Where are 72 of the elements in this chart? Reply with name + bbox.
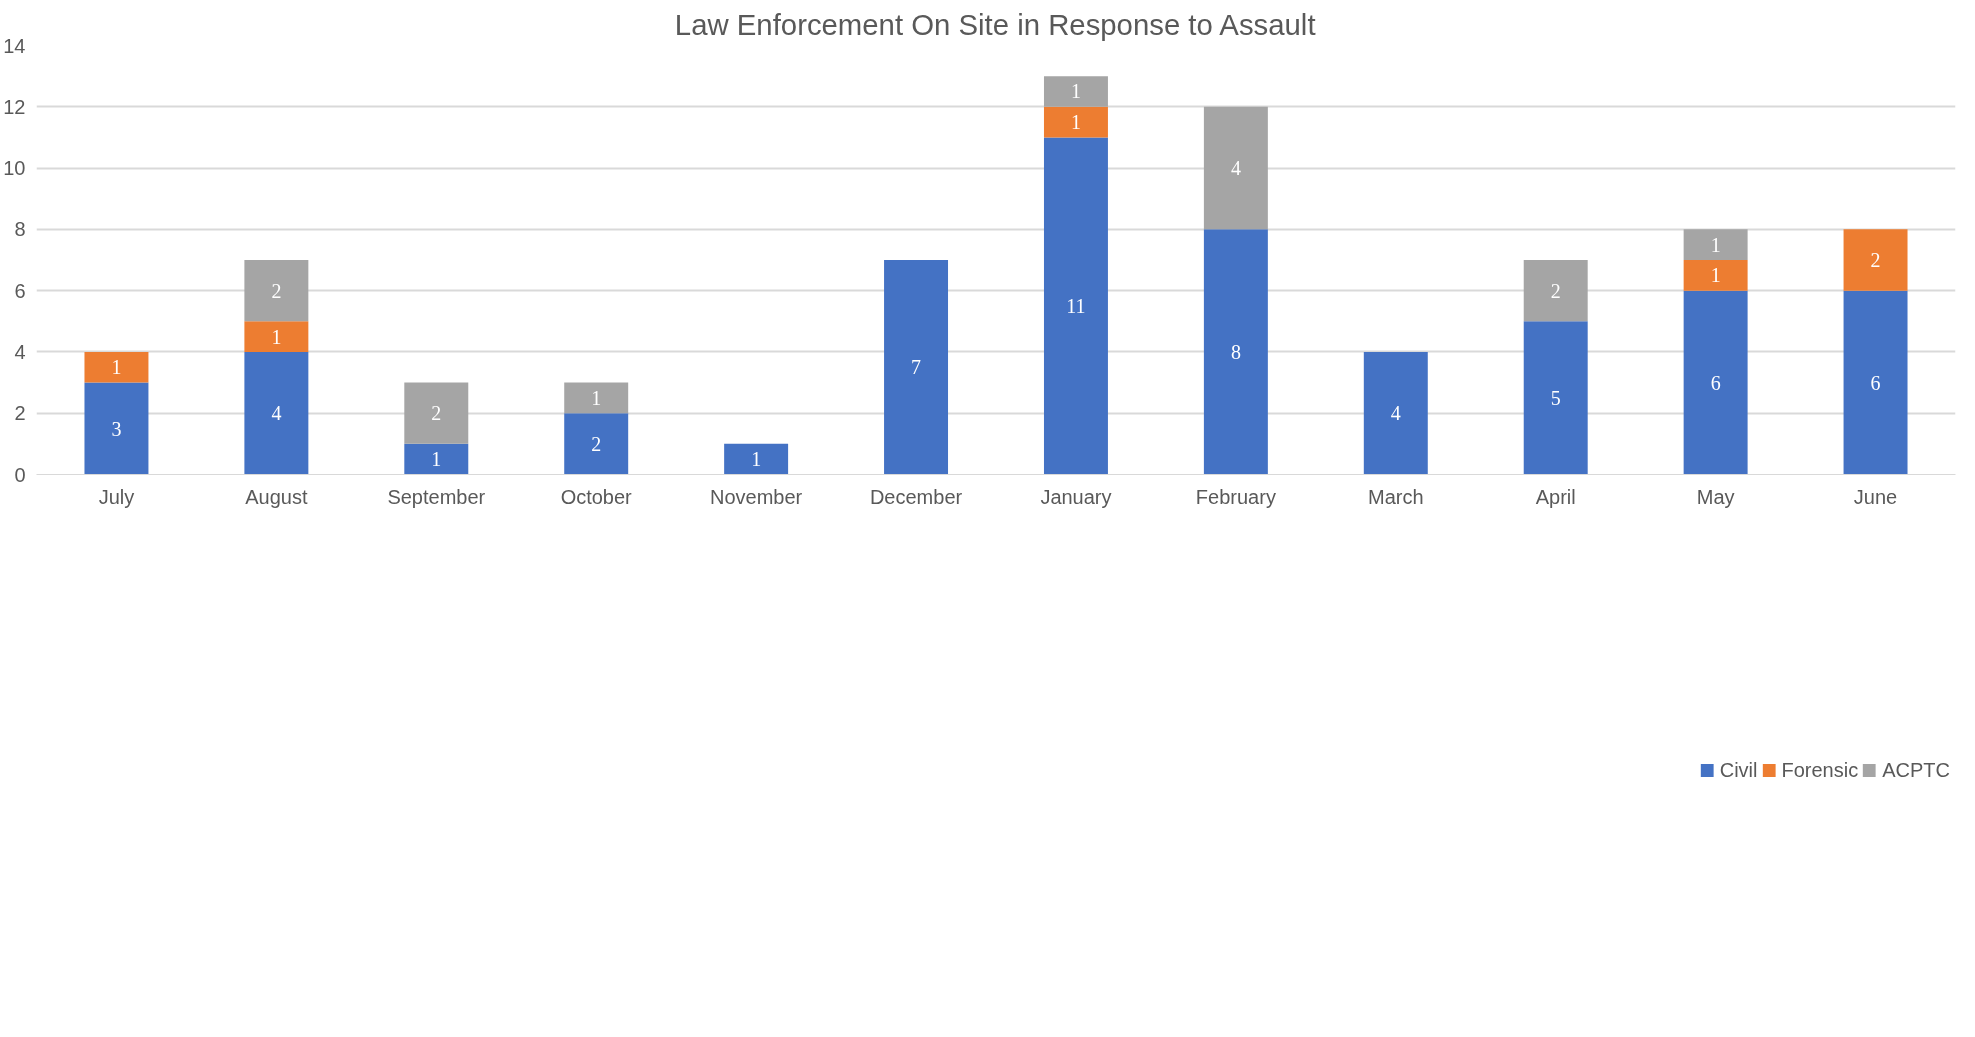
bar: [1843, 290, 1908, 475]
x-tick-label: October: [560, 485, 633, 508]
legend-label: Forensic: [1781, 758, 1859, 782]
bar: [724, 443, 789, 475]
data-label: 6: [1870, 371, 1881, 394]
x-tick-label: December: [869, 485, 963, 508]
x-tick-label: March: [1368, 485, 1424, 508]
y-tick-label: 8: [14, 218, 26, 241]
data-label: 4: [1390, 402, 1401, 425]
bar: [1043, 106, 1108, 138]
bar: [564, 413, 629, 475]
x-tick-label: April: [1535, 485, 1576, 508]
data-label: 1: [751, 448, 762, 471]
y-tick-label: 14: [3, 34, 26, 57]
data-label: 2: [1870, 249, 1881, 271]
y-tick-label: 10: [3, 157, 26, 180]
data-label: 2: [271, 279, 282, 302]
data-label: 1: [1710, 233, 1721, 256]
x-tick-label: November: [710, 485, 803, 508]
data-label: 8: [1230, 340, 1241, 363]
data-label: 7: [911, 356, 922, 379]
x-tick-label: May: [1696, 485, 1735, 508]
bar: [1523, 321, 1588, 475]
data-label: 4: [1230, 157, 1241, 180]
y-tick-label: 6: [14, 279, 26, 302]
bar: [1843, 229, 1908, 291]
x-tick-label: July: [98, 485, 135, 508]
data-label: 1: [1070, 111, 1081, 134]
bar: [1203, 229, 1268, 475]
bar: [244, 260, 309, 322]
data-label: 1: [591, 386, 602, 409]
bar: [1043, 76, 1108, 107]
data-label: 1: [1710, 264, 1721, 287]
bar: [884, 260, 949, 475]
bar: [1683, 229, 1748, 260]
x-tick-label: June: [1853, 485, 1898, 508]
data-label: 6: [1710, 371, 1721, 394]
bar: [404, 382, 469, 444]
data-label: 1: [271, 325, 282, 348]
legend-label: ACPTC: [1882, 758, 1950, 782]
y-tick-label: 12: [3, 95, 26, 118]
bar: [1363, 351, 1428, 475]
data-label: 5: [1550, 386, 1561, 409]
bar: [1523, 260, 1588, 322]
x-tick-label: September: [387, 485, 486, 508]
chart-title: Law Enforcement On Site in Response to Assault: [674, 7, 1316, 41]
data-label: 1: [1070, 80, 1081, 103]
data-label: 11: [1066, 294, 1086, 317]
bar: [1683, 260, 1748, 291]
bar: [1683, 290, 1748, 475]
x-tick-label: February: [1195, 485, 1276, 508]
data-label: 1: [111, 356, 122, 379]
bar: [244, 321, 309, 352]
data-label: 4: [271, 402, 282, 425]
y-tick-label: 4: [14, 340, 26, 363]
y-tick-label: 2: [14, 402, 26, 425]
bar: [84, 382, 149, 475]
legend-label: Civil: [1719, 758, 1758, 782]
data-label: 1: [431, 448, 442, 471]
data-label: 3: [111, 417, 122, 440]
data-label: 2: [1550, 279, 1561, 302]
bar: [84, 351, 149, 383]
x-tick-label: January: [1040, 485, 1112, 508]
data-label: 2: [431, 402, 442, 425]
x-tick-label: August: [245, 485, 308, 508]
bar: [1043, 137, 1108, 475]
data-label: 2: [591, 432, 602, 455]
y-tick-label: 0: [14, 463, 26, 486]
bar: [1203, 106, 1268, 230]
bar: [564, 382, 629, 414]
bar: [404, 443, 469, 475]
bar: [244, 351, 309, 475]
